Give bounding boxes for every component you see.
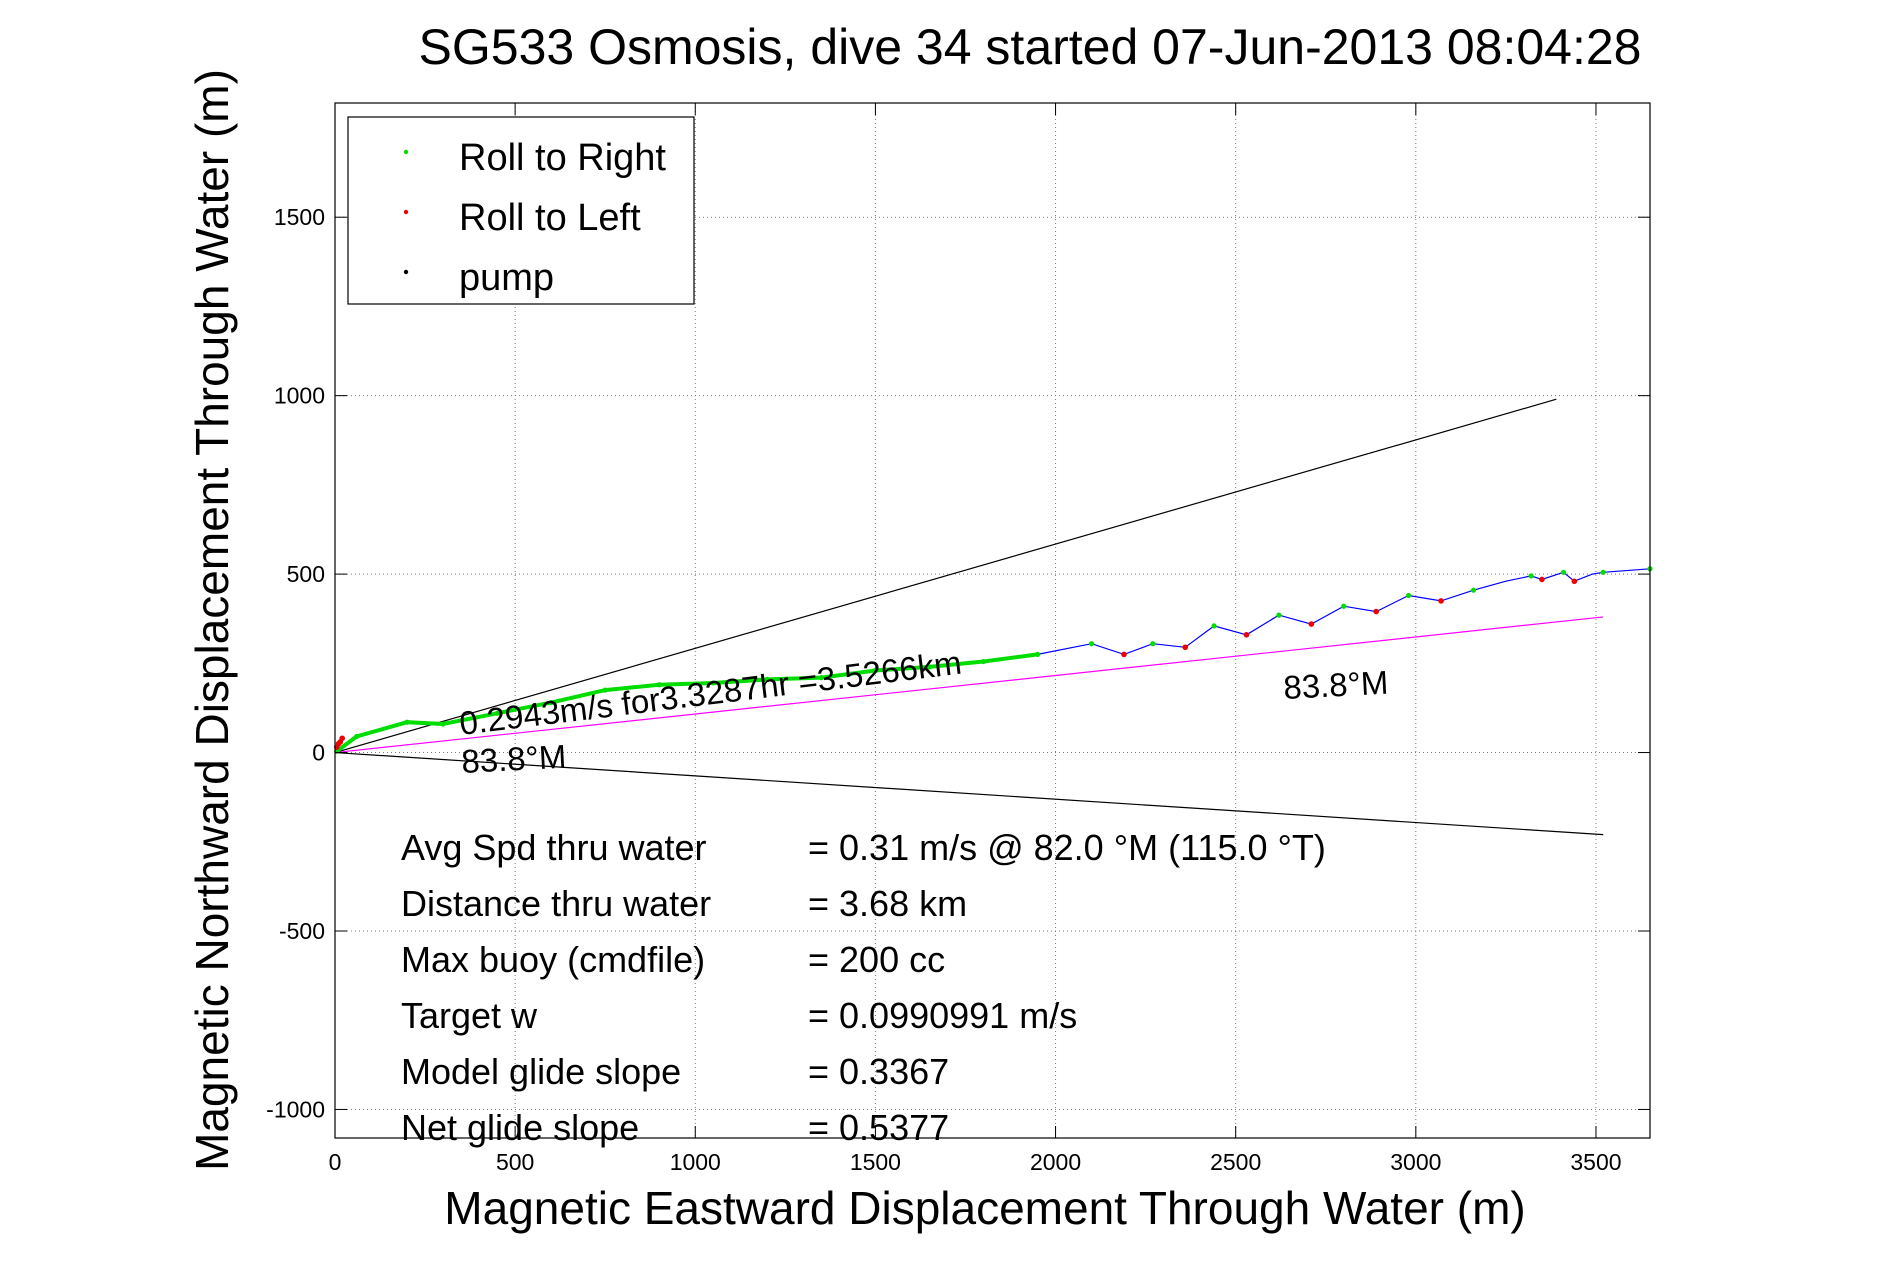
stat-label: Target w — [401, 995, 538, 1036]
stat-value: = 0.5377 — [808, 1107, 949, 1148]
right-roll-point — [1528, 573, 1534, 579]
left-roll-point — [1438, 598, 1444, 604]
right-roll-point — [1211, 623, 1217, 629]
right-roll-point — [818, 675, 824, 681]
right-roll-point — [980, 658, 987, 665]
left-roll-point — [1182, 644, 1189, 651]
stat-label: Max buoy (cmdfile) — [401, 939, 705, 980]
right-roll-point — [494, 710, 500, 716]
legend-label: Roll to Left — [459, 197, 641, 239]
stat-value: = 200 cc — [808, 939, 945, 980]
y-tick-label: -1000 — [266, 1096, 325, 1122]
x-tick-label: 1000 — [670, 1149, 721, 1175]
x-axis-label: Magnetic Eastward Displacement Through W… — [444, 1182, 1525, 1234]
left-roll-point — [1308, 621, 1315, 627]
reference-line — [334, 751, 1604, 836]
y-tick-label: 1500 — [274, 204, 325, 230]
y-tick-label: 0 — [312, 740, 325, 766]
left-roll-point — [1373, 608, 1379, 615]
stat-label: Avg Spd thru water — [401, 827, 707, 868]
right-roll-point — [404, 719, 410, 725]
right-roll-point — [872, 667, 879, 674]
stat-value: = 0.0990991 m/s — [808, 995, 1077, 1036]
right-roll-point — [1560, 569, 1567, 575]
x-tick-label: 2500 — [1210, 1149, 1261, 1175]
legend-marker — [403, 209, 409, 215]
left-roll-point — [1539, 576, 1545, 583]
right-roll-point — [764, 676, 770, 682]
x-tick-label: 3000 — [1390, 1149, 1441, 1175]
x-tick-label: 500 — [496, 1149, 534, 1175]
left-roll-point — [339, 735, 346, 742]
y-tick-label: 1000 — [274, 383, 325, 409]
axes-frame — [334, 102, 1651, 1139]
legend: Roll to Right Roll to Left pump — [347, 116, 695, 305]
heading-annotation-far: 83.8°M — [1282, 664, 1389, 706]
y-tick-label: 500 — [287, 561, 325, 587]
x-tick-label: 3500 — [1570, 1149, 1621, 1175]
right-roll-point — [1088, 641, 1095, 647]
reference-line — [334, 616, 1604, 754]
left-roll-point — [1121, 651, 1127, 658]
left-roll-point — [1571, 578, 1578, 585]
heading-annotation-near: 83.8°M — [460, 738, 567, 780]
right-roll-point — [1034, 651, 1041, 658]
right-roll-point — [1470, 587, 1477, 593]
stat-label: Net glide slope — [401, 1107, 639, 1148]
legend-label: pump — [459, 257, 554, 299]
stats-block: Avg Spd thru water = 0.31 m/s @ 82.0 °M (… — [401, 827, 1326, 1148]
legend-label: Roll to Right — [459, 137, 666, 179]
right-roll-point — [656, 682, 662, 688]
right-roll-point — [602, 687, 608, 693]
right-roll-point — [710, 680, 716, 686]
right-roll-point — [354, 733, 360, 740]
stat-value: = 3.68 km — [808, 883, 967, 924]
x-tick-label: 2000 — [1030, 1149, 1081, 1175]
legend-marker — [403, 149, 409, 155]
legend-marker — [403, 269, 409, 275]
reference-lines — [334, 398, 1604, 836]
right-roll-point — [926, 664, 933, 670]
x-tick-label: 1500 — [850, 1149, 901, 1175]
stat-label: Distance thru water — [401, 883, 711, 924]
axes — [334, 102, 1651, 1139]
stat-value: = 0.3367 — [808, 1051, 949, 1092]
right-roll-point — [1341, 603, 1347, 609]
reference-line — [334, 398, 1557, 754]
right-roll-point — [1600, 569, 1606, 575]
y-tick-label: -500 — [279, 918, 325, 944]
stat-value: = 0.31 m/s @ 82.0 °M (115.0 °T) — [808, 827, 1326, 868]
chart-title: SG533 Osmosis, dive 34 started 07-Jun-20… — [419, 19, 1642, 75]
x-tick-label: 0 — [329, 1149, 342, 1175]
data-series — [333, 566, 1653, 755]
right-roll-point — [1150, 641, 1156, 647]
stat-label: Model glide slope — [401, 1051, 681, 1092]
tick-labels: 0 500 1000 1500 2000 2500 3000 3500 -1000 -500 0 50… — [266, 204, 1621, 1175]
right-roll-point — [1276, 612, 1282, 618]
left-roll-point — [1243, 631, 1250, 638]
right-roll-point — [1406, 592, 1412, 599]
y-axis-label: Magnetic Northward Displacement Through … — [186, 69, 238, 1171]
right-roll-point — [548, 699, 554, 706]
right-roll-point — [440, 721, 446, 727]
